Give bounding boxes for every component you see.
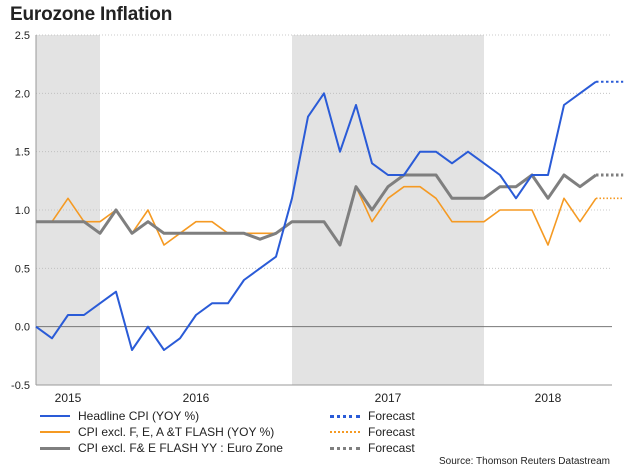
chart-title: Eurozone Inflation bbox=[10, 4, 173, 25]
y-tick-label: 1.5 bbox=[15, 147, 30, 159]
legend-swatch-headline bbox=[40, 415, 70, 417]
shaded-periods bbox=[36, 35, 484, 385]
legend-label-core-a-forecast: Forecast bbox=[368, 425, 415, 439]
y-tick-label: -0.5 bbox=[11, 380, 30, 392]
legend-label-core-b-forecast: Forecast bbox=[368, 441, 415, 455]
x-period-label: 2015 bbox=[55, 391, 82, 405]
legend-label-core-a: CPI excl. F, E, A &T FLASH (YOY %) bbox=[78, 425, 275, 439]
legend-swatch-core-b bbox=[40, 447, 70, 450]
x-period-label: 2017 bbox=[375, 391, 402, 405]
axes bbox=[35, 35, 612, 386]
x-period-labels: 2015 2016 2017 2018 bbox=[55, 391, 562, 405]
y-tick-label: 2.5 bbox=[15, 30, 30, 42]
legend-label-core-b: CPI excl. F& E FLASH YY : Euro Zone bbox=[78, 441, 283, 455]
legend-label-headline-forecast: Forecast bbox=[368, 409, 415, 423]
y-tick-label: 1.0 bbox=[15, 205, 30, 217]
y-tick-label: 0.0 bbox=[15, 322, 30, 334]
x-period-label: 2016 bbox=[183, 391, 210, 405]
series-line-headline bbox=[35, 80, 597, 351]
y-tick-label: 0.5 bbox=[15, 263, 30, 275]
legend-label-headline: Headline CPI (YOY %) bbox=[78, 409, 200, 423]
legend-swatch-core-a bbox=[40, 431, 70, 433]
series-lines bbox=[35, 80, 624, 351]
y-tick-label: 2.0 bbox=[15, 88, 30, 100]
legend-swatch-core-a-forecast bbox=[330, 431, 360, 433]
legend-swatch-core-b-forecast bbox=[330, 447, 360, 450]
source-note: Source: Thomson Reuters Datastream bbox=[438, 456, 610, 467]
legend-swatch-headline-forecast bbox=[330, 415, 360, 418]
y-tick-labels: -0.5 0.0 0.5 1.0 1.5 2.0 2.5 bbox=[11, 30, 30, 392]
x-period-label: 2018 bbox=[535, 391, 562, 405]
series-line-core-b bbox=[36, 173, 597, 247]
